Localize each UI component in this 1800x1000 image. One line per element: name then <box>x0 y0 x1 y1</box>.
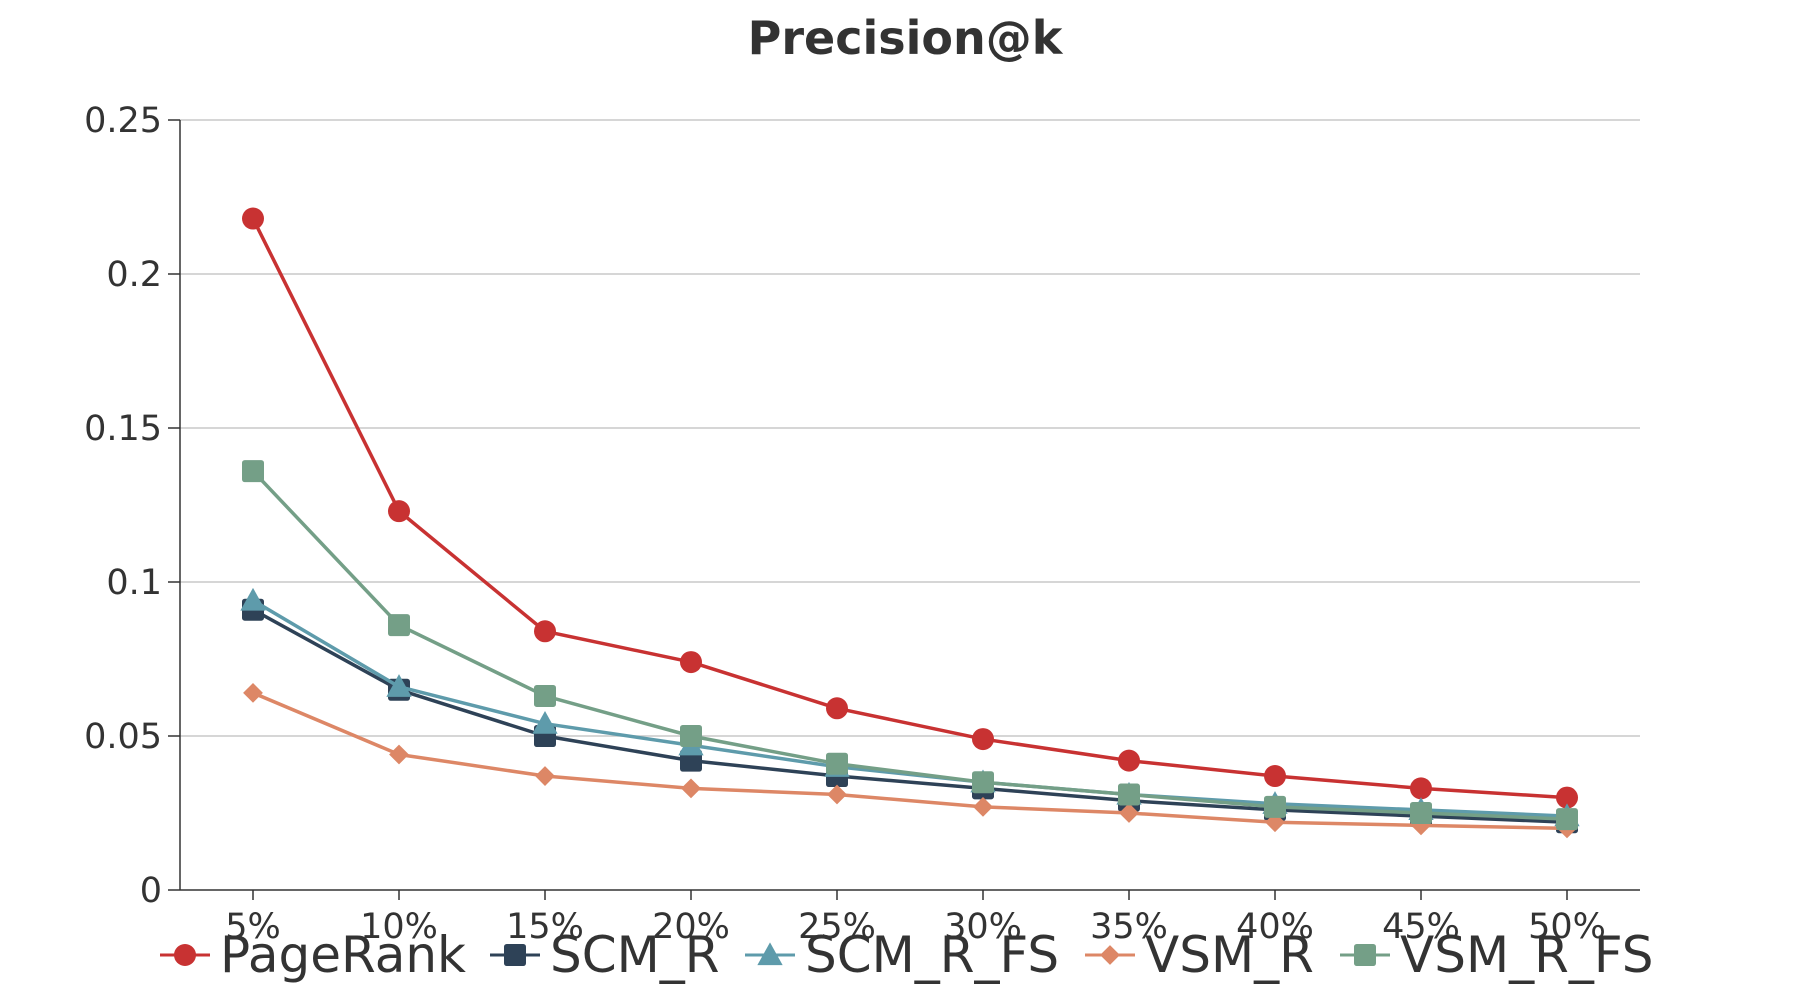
data-point-pagerank <box>388 500 410 523</box>
data-point-vsm-r-fs <box>1118 783 1140 806</box>
legend-marker-vsm-r <box>1100 945 1120 965</box>
legend-label-vsm-r-fs: VSM_R_FS <box>1400 926 1653 984</box>
data-point-vsm-r-fs <box>1264 795 1286 818</box>
data-point-vsm-r <box>827 784 847 805</box>
legend-label-pagerank: PageRank <box>220 926 466 984</box>
series-lines <box>240 207 1580 839</box>
legend-label-scm-r: SCM_R <box>550 926 720 984</box>
y-tick-label: 0.25 <box>84 101 162 141</box>
data-point-vsm-r-fs <box>1556 808 1578 831</box>
x-tick-label: 15% <box>506 907 584 947</box>
x-tick-label: 20% <box>652 907 730 947</box>
x-tick-label: 5% <box>225 907 281 947</box>
grid-lines <box>180 119 1640 737</box>
data-point-scm-r-fs <box>532 711 558 734</box>
y-tick-label: 0 <box>140 871 162 911</box>
data-point-vsm-r <box>973 796 993 817</box>
x-tick-label: 30% <box>944 907 1022 947</box>
data-point-vsm-r <box>389 744 409 765</box>
data-point-vsm-r-fs <box>534 684 556 707</box>
data-point-vsm-r-fs <box>388 614 410 637</box>
data-point-vsm-r-fs <box>1410 802 1432 824</box>
x-tick-label: 25% <box>798 907 876 947</box>
series-line-scm-r <box>252 608 1568 824</box>
legend-label-scm-r-fs: SCM_R_FS <box>805 926 1059 984</box>
series-line-pagerank <box>251 217 1568 800</box>
data-point-pagerank <box>1556 786 1578 809</box>
data-point-scm-r-fs <box>240 587 266 611</box>
legend: PageRank SCM_R SCM_R_FS VSM_R VSM_R_FS <box>160 926 1653 984</box>
data-point-pagerank <box>1410 777 1432 800</box>
series-line-vsm-r <box>252 691 1568 831</box>
axes: 0 0.05 0.1 0.15 0.2 0.25 5% 10% 15% 20% 25% 30% 35% 4… <box>84 101 1640 947</box>
data-point-pagerank <box>242 207 264 230</box>
data-point-vsm-r <box>681 778 701 799</box>
data-point-pagerank <box>680 651 702 674</box>
x-tick-label: 10% <box>360 907 438 947</box>
legend-marker-scm-r-fs <box>757 942 783 966</box>
data-point-vsm-r-fs <box>680 725 702 747</box>
legend-marker-pagerank <box>174 944 196 966</box>
data-point-pagerank <box>972 728 994 751</box>
legend-label-vsm-r: VSM_R <box>1145 926 1314 984</box>
x-tick-label: 45% <box>1382 907 1460 947</box>
data-point-pagerank <box>826 697 848 720</box>
legend-marker-vsm-r-fs <box>1354 944 1376 966</box>
data-point-pagerank <box>1118 749 1140 772</box>
data-point-vsm-r-fs <box>972 771 994 794</box>
data-point-vsm-r-fs <box>826 752 848 775</box>
x-tick-label: 50% <box>1528 907 1606 947</box>
x-tick-label: 35% <box>1090 907 1168 947</box>
chart-title: Precision@k <box>748 11 1064 65</box>
data-point-pagerank <box>1264 765 1286 788</box>
data-point-vsm-r <box>535 766 555 786</box>
y-tick-label: 0.15 <box>84 409 162 449</box>
data-point-vsm-r <box>1119 803 1139 823</box>
y-tick-label: 0.1 <box>106 563 162 603</box>
data-point-vsm-r-fs <box>242 460 264 483</box>
y-tick-label: 0.2 <box>106 255 162 295</box>
series-line-vsm-r-fs <box>251 469 1568 821</box>
x-tick-label: 40% <box>1236 907 1314 947</box>
data-point-vsm-r <box>243 682 263 703</box>
data-point-scm-r-fs <box>386 674 412 697</box>
y-tick-label: 0.05 <box>84 717 162 757</box>
data-point-pagerank <box>534 620 556 643</box>
legend-marker-scm-r <box>504 944 526 966</box>
